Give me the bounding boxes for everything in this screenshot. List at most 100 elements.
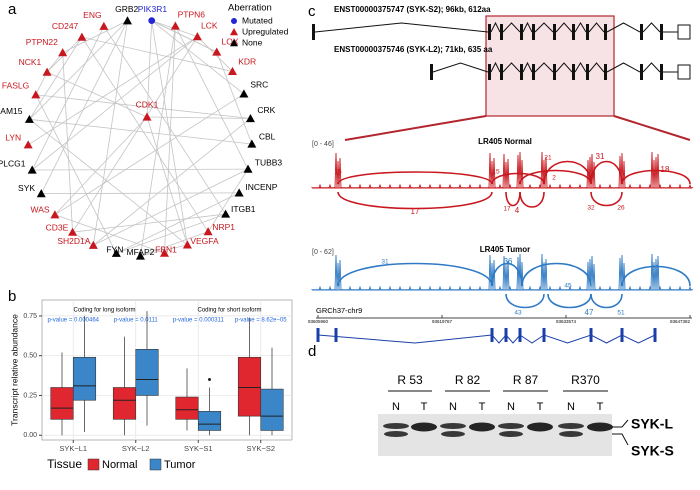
node-label: CD3E xyxy=(46,223,69,233)
edge xyxy=(62,52,73,233)
exon xyxy=(488,64,491,80)
node-label: TUBB3 xyxy=(255,157,283,167)
edge xyxy=(31,26,105,171)
junction-arc xyxy=(491,172,545,185)
edge xyxy=(175,25,249,170)
node-marker xyxy=(159,248,169,257)
node-label: SH2D1A xyxy=(57,236,90,246)
coverage xyxy=(311,253,694,291)
junction-count: 47 xyxy=(585,308,594,317)
box xyxy=(260,388,284,431)
node-label: SYK xyxy=(18,183,35,193)
band xyxy=(559,431,583,437)
legend-swatch xyxy=(149,458,162,471)
lane-label: T xyxy=(597,401,604,413)
node-marker xyxy=(230,28,238,36)
node-label: PTPN6 xyxy=(178,9,206,19)
node-marker xyxy=(227,66,237,76)
intron xyxy=(432,61,661,73)
legend-swatch xyxy=(87,458,100,471)
junction-arc xyxy=(621,265,691,287)
junction-arc xyxy=(519,191,545,208)
edge xyxy=(32,168,249,171)
legend-title: Tissue xyxy=(47,457,82,471)
band xyxy=(384,431,408,437)
coord-label: 93633574 xyxy=(556,319,577,324)
junction-count: 4 xyxy=(515,206,520,215)
junction-arc xyxy=(521,262,592,287)
band xyxy=(411,422,437,432)
band xyxy=(441,431,465,437)
band xyxy=(527,422,553,432)
annotation: Coding for long isoform xyxy=(73,308,135,314)
node-label: FASLG xyxy=(2,81,29,91)
p-value: p-value = 0.000311 xyxy=(173,318,225,324)
exon xyxy=(604,64,607,80)
panel-label: c xyxy=(308,3,316,20)
band xyxy=(383,423,409,429)
edge xyxy=(93,168,249,246)
band xyxy=(440,423,466,429)
legend-label: Normal xyxy=(102,459,137,471)
junction-arc xyxy=(491,262,523,287)
exon xyxy=(520,24,523,40)
exon xyxy=(553,64,556,80)
node-label: CD247 xyxy=(52,21,79,31)
node-marker xyxy=(182,240,192,249)
band-label: SYK-S xyxy=(631,443,674,459)
node-label: CDK1 xyxy=(136,99,159,109)
junction-arc xyxy=(337,262,493,287)
node-label: LCK xyxy=(201,20,218,30)
exon xyxy=(640,24,643,40)
junction-arc xyxy=(505,293,545,309)
track-range: [0 - 62] xyxy=(312,249,334,256)
node-label: SRC xyxy=(250,80,268,90)
gene-exon xyxy=(316,328,320,342)
exon xyxy=(532,64,535,80)
legend-label: Tumor xyxy=(164,459,196,471)
node-label: PIK3R1 xyxy=(138,4,168,14)
junction-arc xyxy=(547,293,592,309)
node-marker xyxy=(148,17,156,25)
edge xyxy=(62,20,128,53)
edge xyxy=(35,71,48,95)
edge xyxy=(54,116,148,215)
node-marker xyxy=(50,210,60,219)
edge xyxy=(151,20,188,245)
box xyxy=(237,356,262,417)
zoom-box xyxy=(485,15,615,117)
panel-label: a xyxy=(8,1,17,18)
junction-count: 21 xyxy=(544,155,552,162)
gene-exon xyxy=(518,328,522,342)
gene-exon xyxy=(504,328,508,342)
node-label: ENG xyxy=(83,10,101,20)
node-marker xyxy=(88,240,98,249)
node-label: PTPN22 xyxy=(26,37,58,47)
panel-label: d xyxy=(308,343,316,360)
node-label: LYN xyxy=(5,132,21,142)
edge xyxy=(146,116,188,246)
node-marker xyxy=(203,227,213,236)
exon xyxy=(586,64,589,80)
lane-label: T xyxy=(421,401,428,413)
p-value: p-value = 0.000464 xyxy=(47,318,99,324)
junction-count: 31 xyxy=(596,152,605,161)
transcript-label: ENST00000375747 (SYK-S2); 96kb, 612aa xyxy=(334,5,491,14)
lane-label: T xyxy=(479,401,486,413)
node-label: VEGFA xyxy=(190,236,219,246)
node-marker xyxy=(68,227,78,236)
node-label: CRK xyxy=(257,105,275,115)
lane-label: T xyxy=(537,401,544,413)
lane-label: N xyxy=(507,401,515,413)
node-label: GRB2 xyxy=(115,4,138,14)
lane-label: N xyxy=(392,401,400,413)
exon xyxy=(586,24,589,40)
junction-arc xyxy=(590,293,623,309)
x-tick-label: SYK−S1 xyxy=(184,444,213,453)
junction-arc xyxy=(543,160,592,185)
edge xyxy=(54,93,245,216)
gene-exon xyxy=(620,328,624,342)
junction-count: 45 xyxy=(564,283,572,290)
edge xyxy=(72,36,198,233)
